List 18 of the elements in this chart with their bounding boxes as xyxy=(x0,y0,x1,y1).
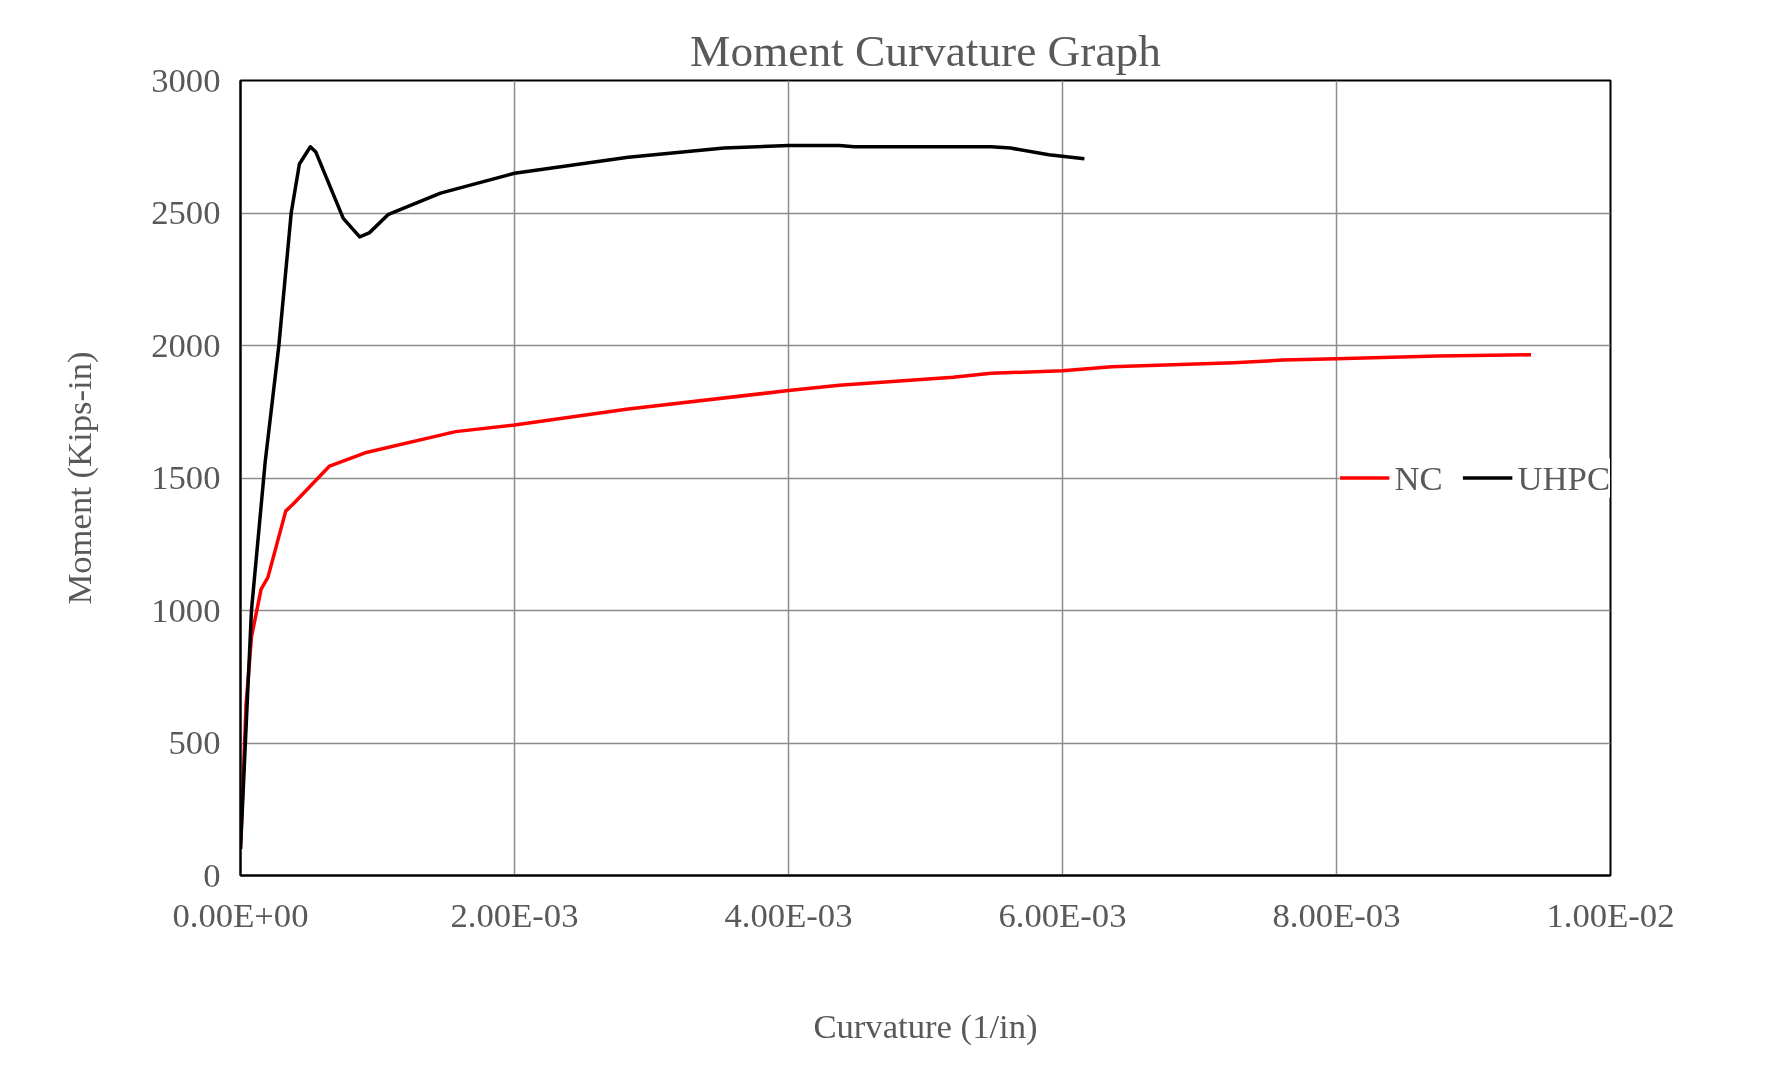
chart-title: Moment Curvature Graph xyxy=(690,25,1162,76)
x-tick-label: 4.00E-03 xyxy=(724,895,853,934)
y-tick-label: 2500 xyxy=(151,193,221,231)
x-axis-title: Curvature (1/in) xyxy=(813,1006,1038,1046)
x-tick-label: 0.00E+00 xyxy=(172,895,309,934)
y-tick-label: 1000 xyxy=(151,590,221,629)
x-tick-label: 2.00E-03 xyxy=(450,895,579,934)
legend-label: UHPC xyxy=(1517,458,1610,497)
y-tick-label: 3000 xyxy=(151,60,221,99)
y-tick-label: 2000 xyxy=(151,325,221,364)
y-tick-label: 1500 xyxy=(151,458,221,496)
legend-label: NC xyxy=(1394,458,1443,497)
y-axis-title: Moment (Kips-in) xyxy=(60,351,100,605)
x-tick-label: 1.00E-02 xyxy=(1546,895,1675,934)
y-tick-label: 500 xyxy=(168,723,221,761)
y-tick-label: 0 xyxy=(203,855,221,894)
x-tick-label: 6.00E-03 xyxy=(998,895,1127,934)
x-tick-label: 8.00E-03 xyxy=(1272,895,1401,934)
